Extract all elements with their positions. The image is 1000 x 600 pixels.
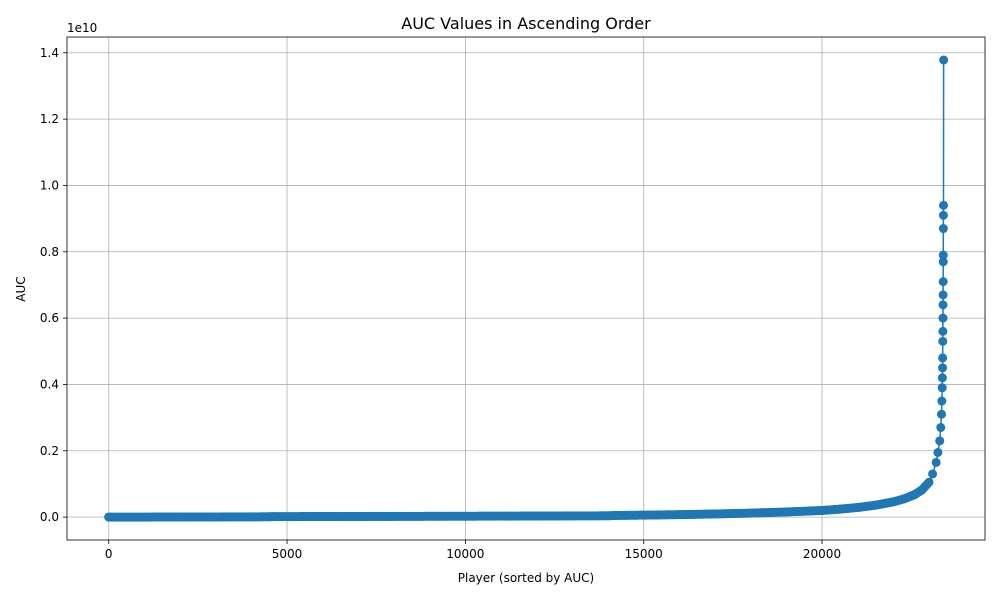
y-tick-label: 0.6 xyxy=(40,311,59,325)
data-point xyxy=(939,55,949,65)
data-point xyxy=(917,485,927,495)
data-point xyxy=(835,504,845,514)
data-point xyxy=(175,512,185,522)
x-tick-label: 0 xyxy=(105,547,113,561)
x-tick-label: 5000 xyxy=(272,547,303,561)
data-point xyxy=(937,373,947,383)
y-tick-label: 0.4 xyxy=(40,377,59,391)
data-point xyxy=(746,508,756,518)
data-point xyxy=(710,509,720,519)
data-point xyxy=(817,505,827,515)
data-point xyxy=(938,277,948,287)
data-point xyxy=(268,512,278,522)
y-tick-label: 0.8 xyxy=(40,245,59,259)
y-tick-label: 1.0 xyxy=(40,178,59,192)
data-point xyxy=(781,507,791,517)
y-tick-label: 0.2 xyxy=(40,444,59,458)
data-point xyxy=(936,409,946,419)
data-point xyxy=(938,250,948,260)
data-point xyxy=(674,510,684,520)
data-point xyxy=(937,396,947,406)
data-point xyxy=(639,510,649,520)
data-point xyxy=(871,500,881,510)
x-tick-label: 10000 xyxy=(446,547,484,561)
x-tick-label: 15000 xyxy=(625,547,663,561)
data-point xyxy=(104,512,114,522)
y-tick-label: 1.2 xyxy=(40,112,59,126)
data-point xyxy=(603,511,613,521)
data-point xyxy=(938,353,948,363)
tick-layer: 0 5000 10000 15000 20000 0.0 0.2 0.4 0.6 0.8 1.0 1.… xyxy=(40,46,841,561)
data-point xyxy=(532,511,542,521)
data-point xyxy=(938,290,948,300)
y-axis-offset-label: 1e10 xyxy=(67,21,97,35)
data-point xyxy=(936,423,946,433)
data-point xyxy=(853,502,863,512)
data-point xyxy=(938,363,948,373)
data-point xyxy=(931,457,941,467)
axes-frame xyxy=(66,36,986,541)
data-point xyxy=(938,300,948,310)
data-point xyxy=(318,512,328,522)
y-tick-label: 1.4 xyxy=(40,46,59,60)
data-point xyxy=(938,210,948,220)
data-point xyxy=(935,436,945,446)
data-point xyxy=(938,224,948,234)
series-layer xyxy=(104,55,949,522)
y-tick-label: 0.0 xyxy=(40,510,59,524)
data-point xyxy=(938,200,948,210)
data-point xyxy=(610,510,620,520)
data-point xyxy=(899,494,909,504)
grid-layer xyxy=(67,37,985,540)
data-point xyxy=(211,512,221,522)
data-point xyxy=(460,511,470,521)
data-point xyxy=(888,497,898,507)
data-point xyxy=(910,490,920,500)
data-point xyxy=(139,512,149,522)
data-point xyxy=(938,313,948,323)
data-point xyxy=(928,469,938,479)
data-point xyxy=(933,447,943,457)
y-axis-label: AUC xyxy=(14,276,28,301)
x-axis-label: Player (sorted by AUC) xyxy=(458,571,594,585)
data-point xyxy=(246,512,256,522)
data-point xyxy=(937,383,947,393)
data-point xyxy=(924,477,934,487)
chart-title: AUC Values in Ascending Order xyxy=(401,14,651,33)
data-point xyxy=(938,336,948,346)
x-tick-label: 20000 xyxy=(803,547,841,561)
data-point xyxy=(389,511,399,521)
data-point xyxy=(938,257,948,267)
data-point xyxy=(938,326,948,336)
